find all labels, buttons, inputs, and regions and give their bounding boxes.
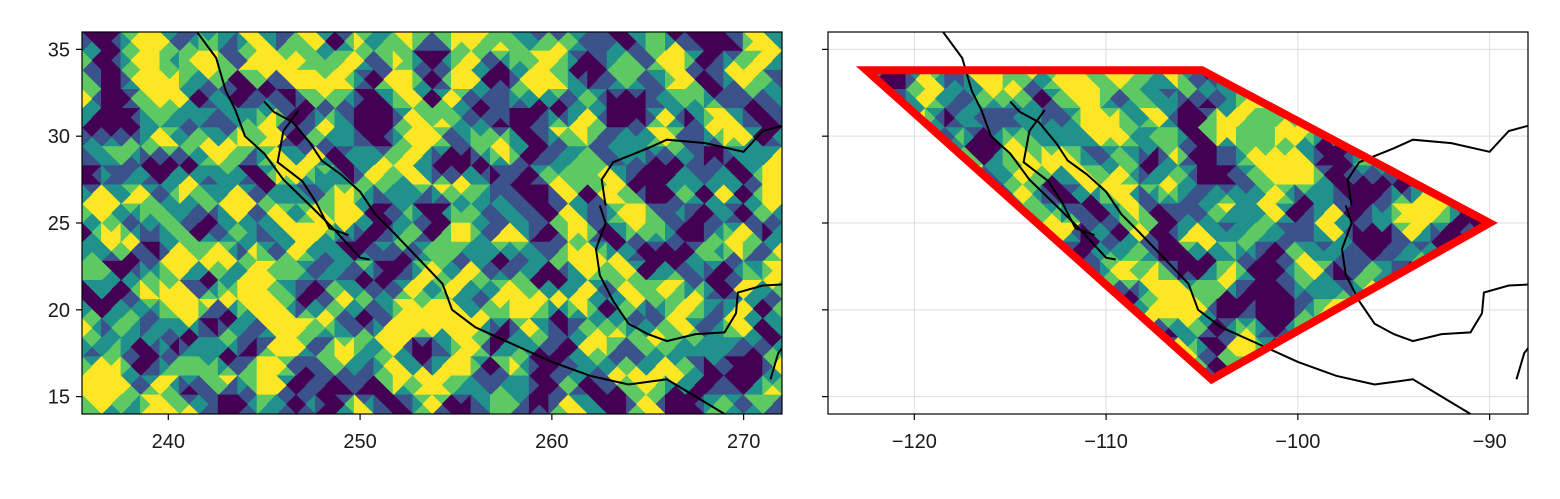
left-x-axis: 240 250 260 270 (152, 414, 761, 453)
left-y-tick-label: 20 (48, 300, 70, 322)
left-y-tick-label: 30 (48, 126, 70, 148)
left-contour-field (82, 32, 782, 414)
right-panel: −120−110−100−90 (822, 32, 1560, 453)
left-y-tick-label: 15 (48, 387, 70, 409)
left-y-tick-label: 35 (48, 39, 70, 61)
left-x-tick-label: 250 (343, 431, 376, 453)
left-x-tick-label: 260 (535, 431, 568, 453)
left-x-tick-label: 270 (727, 431, 760, 453)
left-panel: 240 250 260 270 15 20 25 30 35 (48, 32, 836, 453)
left-y-tick-label: 25 (48, 213, 70, 235)
left-x-tick-label: 240 (152, 431, 185, 453)
left-y-axis: 15 20 25 30 35 (48, 39, 82, 408)
